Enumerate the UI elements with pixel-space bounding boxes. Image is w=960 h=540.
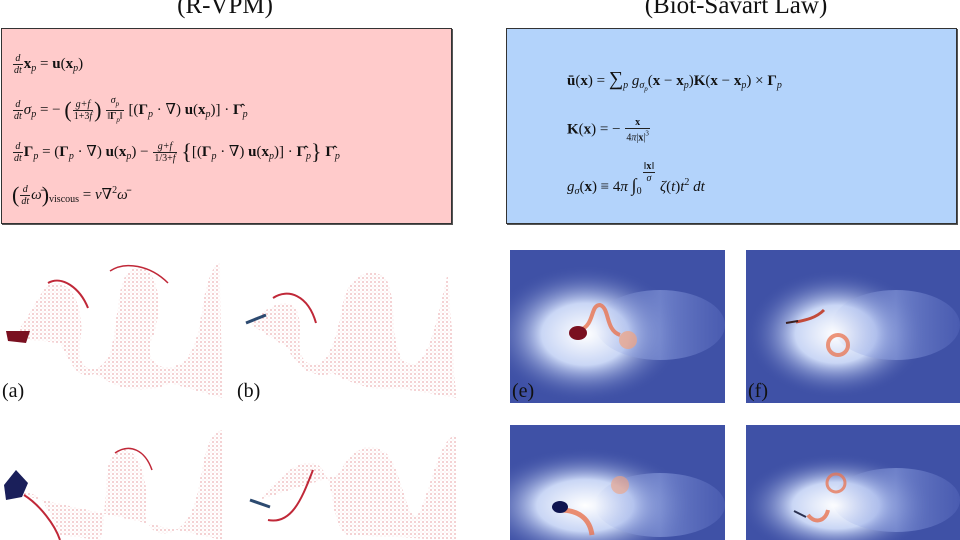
viscous-subscript: viscous bbox=[49, 194, 80, 205]
panel-e-label: (e) bbox=[512, 380, 535, 402]
panel-g-vorticity-map bbox=[510, 425, 725, 540]
panel-f-vorticity-map bbox=[746, 250, 960, 403]
biot-savart-title: (Biot-Savart Law) bbox=[644, 0, 828, 19]
panel-a-particle-field bbox=[0, 253, 222, 398]
particle-wake-image bbox=[245, 272, 456, 398]
equation-particle-position: d dt xp = u(xp) bbox=[13, 53, 84, 76]
vorticity-contour-image bbox=[746, 250, 960, 403]
wing-body-icon bbox=[552, 501, 568, 513]
panel-h-vorticity-map bbox=[746, 425, 960, 540]
panel-a-label: (a) bbox=[2, 380, 25, 402]
equation-velocity-field: ū(x) = ∑p gσp(x − xp)K(x − xp) × Γp bbox=[567, 68, 782, 93]
panel-f-label: (f) bbox=[748, 380, 768, 402]
vorticity-contour-image bbox=[510, 250, 725, 403]
panel-b-label: (b) bbox=[237, 380, 261, 402]
rvpm-equations-box: d dt xp = u(xp) d dt σp = − (g+f 1+3f) σp ‖Γp‖… bbox=[1, 28, 452, 224]
panel-e-vorticity-map bbox=[510, 250, 725, 403]
wing-body-icon bbox=[785, 320, 799, 324]
equation-smoothing-function: gσ(x) ≡ 4π ∫0 ‖x‖ σ ζ(t)t2 dt bbox=[567, 161, 705, 197]
biot-savart-equations-box: ū(x) = ∑p gσp(x − xp)K(x − xp) × Γp K(x)… bbox=[506, 28, 957, 224]
wing-body-icon bbox=[4, 470, 28, 500]
particle-wake-image bbox=[6, 263, 222, 398]
equation-strength: d dt Γp = (Γp · ∇) u(xp) − g+f 1/3+f {[(Γp … bbox=[13, 138, 340, 164]
wing-body-icon bbox=[245, 313, 267, 325]
equation-core-size: d dt σp = − (g+f 1+3f) σp ‖Γp‖ [(Γp · ∇) u(x… bbox=[13, 95, 248, 124]
wing-body-icon bbox=[6, 331, 30, 343]
equation-kernel: K(x) = − x 4π|x|3 bbox=[567, 117, 650, 144]
wing-body-icon bbox=[249, 498, 271, 509]
panel-b-particle-field bbox=[238, 253, 456, 398]
panel-c-particle-field bbox=[0, 425, 222, 540]
wing-body-icon bbox=[793, 510, 807, 518]
rvpm-title: (R-VPM) bbox=[177, 0, 273, 19]
wing-body-icon bbox=[569, 326, 587, 340]
vorticity-contour-image bbox=[510, 425, 725, 540]
particle-wake-image bbox=[4, 430, 222, 540]
equation-viscous-diffusion: (d dt ω̄)viscous = ν∇2ω̄ bbox=[12, 182, 128, 208]
vorticity-contour-image bbox=[746, 425, 960, 540]
particle-wake-image bbox=[249, 435, 456, 540]
panel-d-particle-field bbox=[238, 425, 456, 540]
